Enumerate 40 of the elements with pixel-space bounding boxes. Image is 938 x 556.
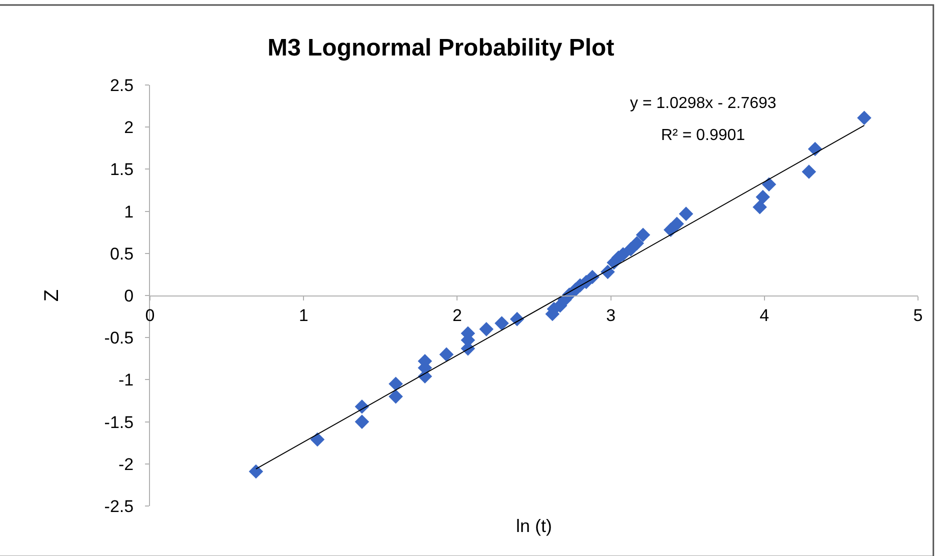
point xyxy=(756,190,770,204)
point xyxy=(354,414,370,429)
point xyxy=(808,142,822,156)
annotation: y = 1.0298x - 2.7693 xyxy=(630,95,776,112)
y-tick-label: -1 xyxy=(118,370,134,390)
y-axis-title: Z xyxy=(40,289,63,302)
point xyxy=(388,376,403,392)
point xyxy=(762,177,776,192)
x-tick-label: 3 xyxy=(606,306,616,325)
x-tick-label: 4 xyxy=(760,306,770,325)
y-tick-label: 1 xyxy=(124,202,134,222)
point xyxy=(670,216,684,232)
y-tick-label: 2 xyxy=(124,118,134,138)
x-tick-label: 0 xyxy=(145,306,155,325)
y-tick-label: 0 xyxy=(124,286,134,306)
point xyxy=(752,200,767,214)
point xyxy=(248,464,264,479)
point xyxy=(636,228,650,242)
annotation: R² = 0.9901 xyxy=(661,127,746,144)
y-tick-label: -2 xyxy=(118,454,134,474)
point xyxy=(494,316,509,330)
x-tick-label: 2 xyxy=(452,306,462,325)
x-tick-label: 1 xyxy=(298,306,308,325)
y-tick-label: -2.5 xyxy=(104,496,134,516)
chart-title: M3 Lognormal Probability Plot xyxy=(268,34,614,62)
y-tick-label: -0.5 xyxy=(104,328,134,348)
point xyxy=(310,432,325,447)
point xyxy=(388,389,403,404)
x-tick-label: 5 xyxy=(913,306,923,325)
point xyxy=(802,164,816,179)
y-tick-label: 2.5 xyxy=(110,76,134,95)
point xyxy=(857,110,872,125)
point xyxy=(630,236,644,250)
x-axis-title: ln (t) xyxy=(516,516,552,536)
point xyxy=(439,347,454,362)
y-tick-label: 1.5 xyxy=(110,160,134,180)
point xyxy=(678,206,694,221)
point xyxy=(479,322,494,336)
y-tick-label: -1.5 xyxy=(104,412,134,432)
y-tick-label: 0.5 xyxy=(110,244,134,264)
